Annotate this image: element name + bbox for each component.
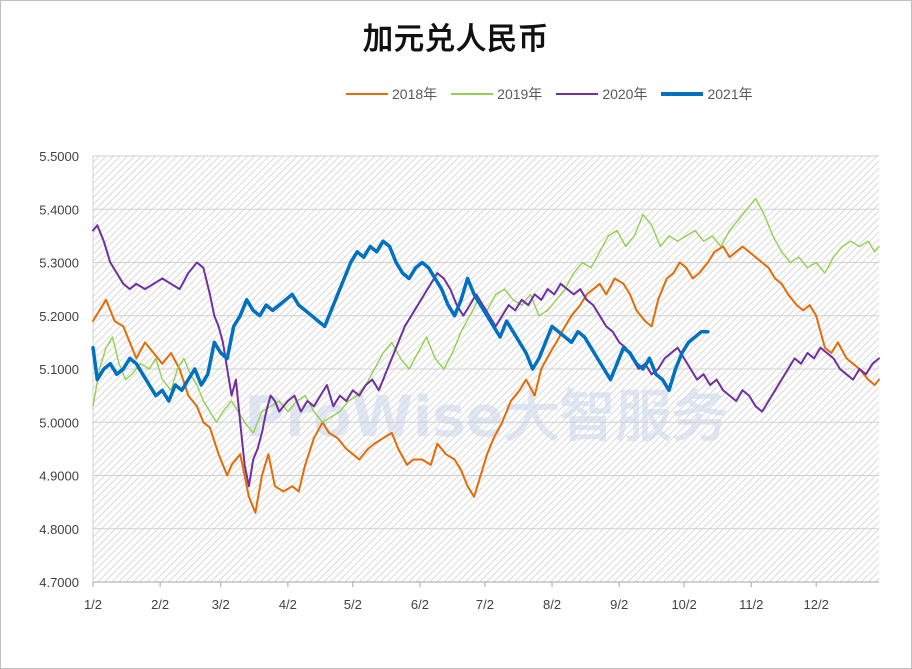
legend-label: 2019年 <box>497 86 543 102</box>
x-tick-label: 10/2 <box>671 597 696 612</box>
y-tick-label: 5.1000 <box>39 362 79 377</box>
y-tick-label: 5.2000 <box>39 309 79 324</box>
x-tick-label: 4/2 <box>279 597 297 612</box>
x-tick-label: 11/2 <box>739 597 763 612</box>
x-tick-label: 12/2 <box>804 597 829 612</box>
chart-legend: 2018年 2019年 2020年 2021年 <box>346 84 767 104</box>
series-line-3 <box>92 224 880 488</box>
x-tick-label: 5/2 <box>344 597 362 612</box>
x-tick-label: 6/2 <box>411 597 429 612</box>
legend-swatch <box>451 93 494 95</box>
series-line-2 <box>92 197 880 434</box>
x-tick-label: 3/2 <box>212 597 230 612</box>
legend-swatch <box>346 93 388 95</box>
y-tick-label: 4.9000 <box>39 469 79 484</box>
chart-title: 加元兑人民币 <box>363 22 549 57</box>
x-tick-label: 2/2 <box>151 597 169 612</box>
legend-swatch <box>661 92 704 96</box>
x-tick-label: 9/2 <box>610 597 628 612</box>
x-tick-label: 7/2 <box>476 597 494 612</box>
legend-item: 2018年 <box>346 84 437 104</box>
legend-swatch <box>556 93 599 95</box>
y-tick-label: 5.4000 <box>39 202 79 217</box>
y-tick-label: 5.3000 <box>39 256 79 271</box>
watermark-text: ProWise大智服务 <box>244 385 727 450</box>
legend-label: 2018年 <box>392 86 438 102</box>
y-tick-label: 5.0000 <box>39 415 79 430</box>
legend-label: 2021年 <box>707 86 753 102</box>
legend-item: 2020年 <box>556 84 647 104</box>
legend-label: 2020年 <box>602 86 648 102</box>
series-line-4 <box>91 239 710 403</box>
legend-item: 2019年 <box>451 84 542 104</box>
legend-item: 2021年 <box>661 84 753 104</box>
x-tick-label: 1/2 <box>84 597 102 612</box>
y-tick-label: 4.8000 <box>39 522 79 537</box>
series-line-1 <box>92 245 880 514</box>
y-tick-label: 4.7000 <box>39 575 79 590</box>
x-tick-label: 8/2 <box>543 597 561 612</box>
y-tick-label: 5.5000 <box>39 149 79 164</box>
